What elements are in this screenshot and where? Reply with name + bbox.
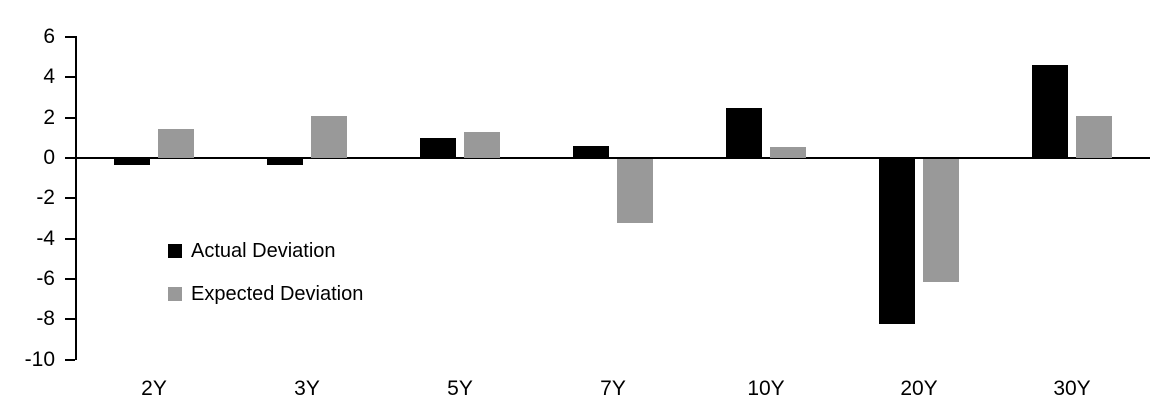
bar-expected-deviation-10y xyxy=(770,146,806,158)
y-axis-line xyxy=(75,36,77,361)
bar-actual-deviation-3y xyxy=(267,159,303,166)
y-axis-tick xyxy=(65,237,75,240)
bar-expected-deviation-3y xyxy=(311,115,347,158)
x-axis-tick-label: 10Y xyxy=(747,377,785,400)
x-axis-tick-label: 3Y xyxy=(294,377,320,400)
bar-expected-deviation-2y xyxy=(158,128,194,158)
y-axis-tick-label: 2 xyxy=(43,105,55,129)
y-axis-tick-label: 6 xyxy=(43,25,55,49)
y-axis-tick xyxy=(65,277,75,280)
y-axis-tick-label: -4 xyxy=(36,226,55,250)
y-axis-tick-label: -6 xyxy=(36,266,55,290)
chart-legend: Actual Deviation Expected Deviation xyxy=(168,240,363,329)
x-axis-tick-label: 2Y xyxy=(141,377,167,400)
legend-swatch-expected-deviation xyxy=(168,287,182,301)
x-axis-tick-label: 7Y xyxy=(600,377,626,400)
y-axis-tick-label: 4 xyxy=(43,65,55,89)
bar-actual-deviation-5y xyxy=(420,137,456,158)
y-axis-tick-label: -8 xyxy=(36,307,55,331)
y-axis-tick xyxy=(65,197,75,200)
bar-expected-deviation-7y xyxy=(617,159,653,224)
y-axis-tick xyxy=(65,318,75,321)
y-axis-tick-label: 0 xyxy=(43,146,55,169)
legend-item-expected-deviation: Expected Deviation xyxy=(168,283,363,305)
bar-actual-deviation-30y xyxy=(1032,65,1068,158)
bar-actual-deviation-10y xyxy=(726,107,762,158)
x-axis-tick-label: 20Y xyxy=(900,377,938,400)
bar-expected-deviation-5y xyxy=(464,131,500,158)
y-axis-tick xyxy=(65,157,75,159)
x-axis-tick-label: 5Y xyxy=(447,377,473,400)
y-axis-tick xyxy=(65,76,75,79)
bar-actual-deviation-2y xyxy=(114,159,150,166)
legend-label-expected-deviation: Expected Deviation xyxy=(191,282,364,305)
y-axis-tick xyxy=(65,358,75,361)
bar-expected-deviation-20y xyxy=(923,159,959,282)
x-axis-zero-line xyxy=(75,157,1150,159)
x-axis-tick-label: 30Y xyxy=(1053,377,1091,400)
y-axis-tick xyxy=(65,116,75,119)
bar-actual-deviation-7y xyxy=(573,145,609,158)
bar-actual-deviation-20y xyxy=(879,159,915,325)
y-axis-tick-label: -10 xyxy=(24,347,55,371)
y-axis-tick xyxy=(65,36,75,39)
legend-label-actual-deviation: Actual Deviation xyxy=(191,239,336,262)
y-axis-tick-label: -2 xyxy=(36,186,55,210)
bar-expected-deviation-30y xyxy=(1076,115,1112,158)
legend-item-actual-deviation: Actual Deviation xyxy=(168,240,363,262)
legend-swatch-actual-deviation xyxy=(168,244,182,258)
